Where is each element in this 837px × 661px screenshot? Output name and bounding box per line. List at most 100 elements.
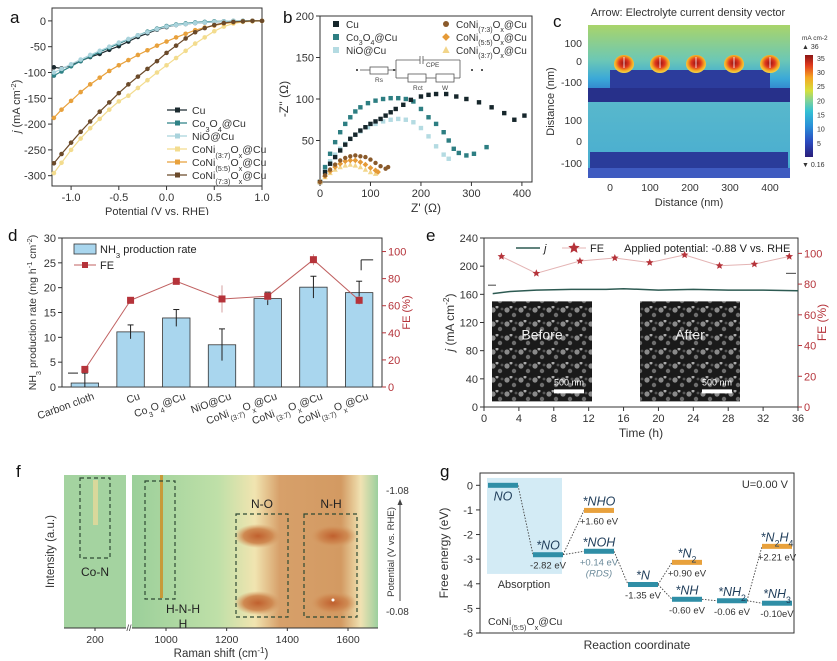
- circuit-dot: [481, 69, 483, 71]
- y-axis-label: Free energy (eV): [437, 508, 451, 599]
- absorption-label: Absorption: [498, 579, 551, 591]
- fe-point: [127, 296, 135, 304]
- scale-bar-label: 500 nm: [702, 377, 732, 387]
- data-point: [512, 117, 517, 122]
- data-point: [484, 144, 489, 150]
- energy-link: [562, 550, 585, 556]
- data-point: [87, 125, 93, 131]
- energy-level-sNOH: [584, 548, 614, 554]
- sem-image-before: [492, 301, 592, 402]
- x-tick-label: 4: [516, 413, 522, 425]
- series-3: [317, 153, 391, 185]
- y2-tick-label: 20: [804, 371, 816, 383]
- legend-marker: [175, 133, 180, 139]
- data-point: [464, 96, 469, 102]
- data-point: [454, 94, 459, 99]
- bar-group: [253, 291, 282, 388]
- data-point: [164, 24, 169, 29]
- y2-tick-label: 100: [804, 248, 822, 260]
- data-point: [353, 153, 358, 158]
- data-point: [51, 160, 57, 166]
- potential-arrow-head: [397, 499, 403, 505]
- legend-marker: [442, 33, 450, 41]
- data-point: [78, 129, 83, 135]
- data-point: [380, 119, 386, 124]
- legend-marker: [175, 107, 180, 113]
- legend-label: CoNi(5:5)Ox@Cu: [456, 33, 527, 47]
- data-point: [145, 66, 150, 72]
- data-point: [126, 93, 131, 99]
- colorbar-tick: 25: [817, 84, 825, 91]
- legend-marker: [333, 21, 339, 27]
- energy-link: [657, 584, 673, 600]
- data-point: [173, 22, 179, 28]
- panel-label-d: d: [8, 226, 18, 245]
- y-tick-label: -2: [463, 530, 473, 542]
- fe-point: [497, 252, 506, 260]
- data-point: [365, 125, 371, 130]
- bar: [162, 317, 191, 388]
- data-point: [327, 161, 333, 166]
- data-point: [211, 28, 217, 34]
- y-axis-label: -Z'' (Ω): [277, 81, 291, 117]
- data-point: [59, 151, 64, 157]
- data-point: [332, 139, 338, 145]
- panel-label-c: c: [553, 12, 562, 31]
- y-tick-label: -1: [463, 505, 473, 517]
- data-point: [408, 97, 414, 103]
- equivalent-circuit-inset: [360, 56, 461, 83]
- fe-point: [680, 250, 689, 259]
- y-tick-label: 0: [467, 480, 473, 492]
- data-point: [202, 20, 208, 25]
- data-point: [164, 50, 169, 56]
- data-point: [192, 20, 198, 26]
- circuit-dot: [471, 69, 473, 71]
- data-point: [173, 35, 179, 40]
- data-point: [322, 164, 328, 170]
- data-point: [418, 94, 424, 99]
- chart-b-nyquist: 50 100 150 200 0 100 200 300 400 Z' (Ω) -Z'' (Ω) Cu…: [277, 11, 533, 215]
- data-point: [327, 151, 333, 156]
- y2-tick-label: 80: [388, 274, 400, 286]
- data-point: [388, 110, 393, 115]
- panel-label-a: a: [10, 8, 20, 27]
- fe-point: [715, 261, 724, 269]
- level-label: *NH: [676, 583, 700, 597]
- data-point: [418, 106, 424, 112]
- data-point: [373, 121, 378, 127]
- chart-d-nh3-rate-fe: 0 5 10 15 20 25 30 0 20 40 60 80 100 NH3 production r…: [25, 233, 414, 427]
- energy-level-sN2: [672, 559, 702, 565]
- data-point: [357, 164, 364, 170]
- data-point: [183, 36, 188, 41]
- x-axis-label: Potential (V vs. RHE): [105, 206, 209, 215]
- colorbar-tick: 30: [817, 70, 825, 77]
- data-point: [464, 153, 469, 158]
- energy-level-NO: [488, 482, 518, 488]
- data-point: [327, 167, 333, 172]
- legend-fe-marker: [568, 242, 580, 253]
- energy-level-sNHO: [584, 507, 614, 513]
- data-point: [135, 85, 141, 91]
- circuit-dot: [356, 69, 358, 71]
- data-point: [173, 55, 179, 61]
- data-point: [202, 25, 208, 31]
- x-tick-label: 24: [687, 413, 699, 425]
- data-point: [401, 102, 406, 108]
- fe-point: [355, 296, 363, 304]
- bar: [299, 286, 328, 388]
- data-point: [343, 155, 348, 161]
- data-point: [154, 26, 160, 32]
- y-tick-label: 100: [564, 115, 582, 127]
- scale-bar-label: 500 nm: [554, 377, 584, 387]
- data-point: [240, 19, 246, 24]
- series-2: [317, 116, 451, 185]
- legend-label: NiO@Cu: [346, 46, 386, 57]
- panel-label-g: g: [440, 462, 450, 481]
- substrate-band-top: [588, 88, 790, 102]
- data-point: [51, 170, 57, 176]
- data-point: [353, 132, 358, 137]
- bar-group: [299, 275, 328, 388]
- y-tick-label: -4: [463, 579, 473, 591]
- fe-point: [576, 257, 584, 265]
- y-tick-label: -100: [561, 77, 582, 89]
